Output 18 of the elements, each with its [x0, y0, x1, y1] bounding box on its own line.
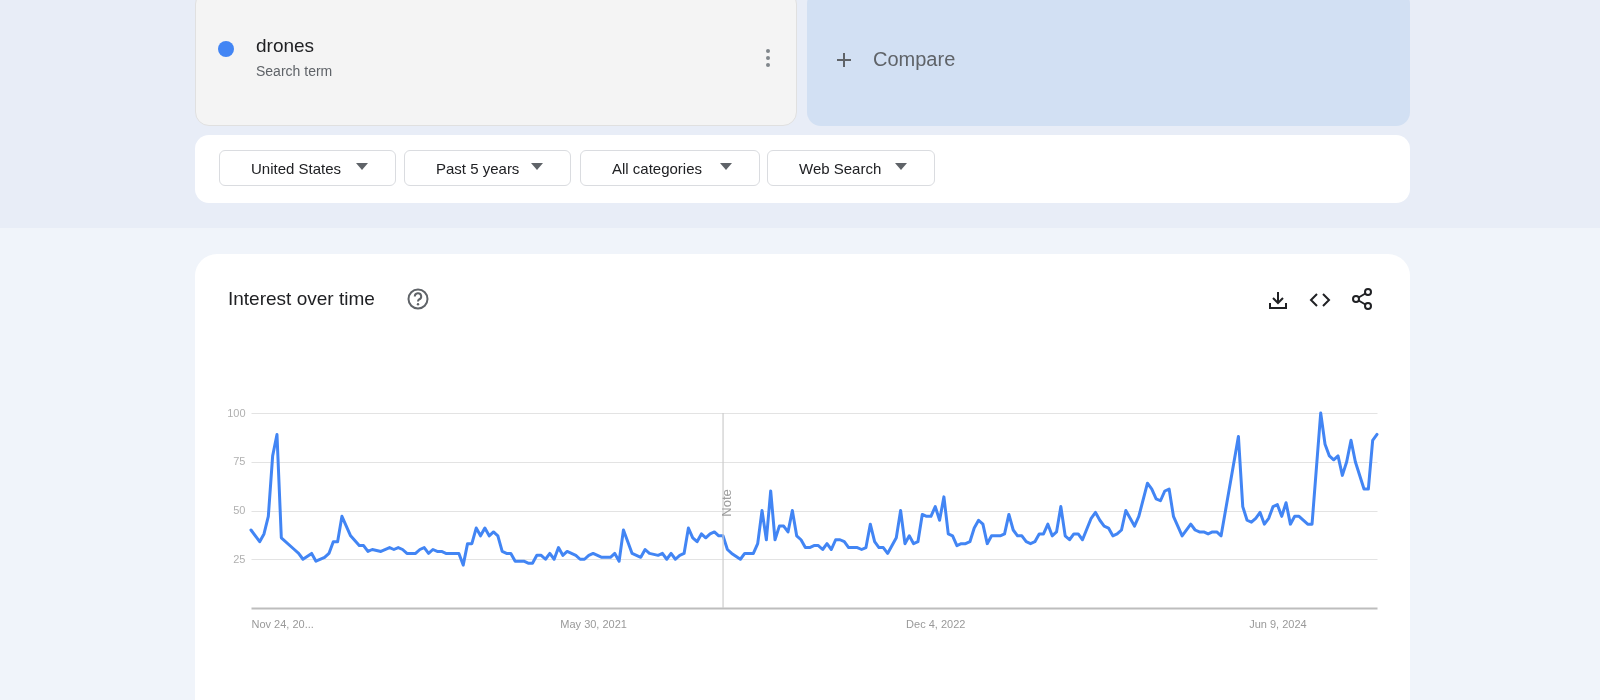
- line-series: [249, 411, 1379, 567]
- x-tick-label: Jun 9, 2024: [1249, 617, 1307, 630]
- chart-title: Interest over time: [228, 288, 375, 310]
- y-tick-label: 25: [233, 552, 246, 565]
- text: All categories: [580, 150, 760, 186]
- y-tick-label: 75: [233, 455, 246, 468]
- x-tick-label: Nov 24, 20...: [251, 617, 314, 630]
- y-tick-label: 100: [227, 406, 246, 419]
- y-tick-label: 50: [233, 504, 246, 516]
- legend-label: drones: [256, 35, 315, 57]
- text: Web Search: [767, 150, 935, 186]
- ref-line-label: Note: [719, 489, 735, 517]
- text: Compare: [873, 48, 956, 71]
- text: Past 5 years: [404, 150, 571, 186]
- text: Search term: [256, 63, 333, 79]
- x-tick-label: May 30, 2021: [560, 617, 627, 630]
- x-tick-label: Dec 4, 2022: [906, 617, 966, 630]
- text: United States: [219, 150, 396, 186]
